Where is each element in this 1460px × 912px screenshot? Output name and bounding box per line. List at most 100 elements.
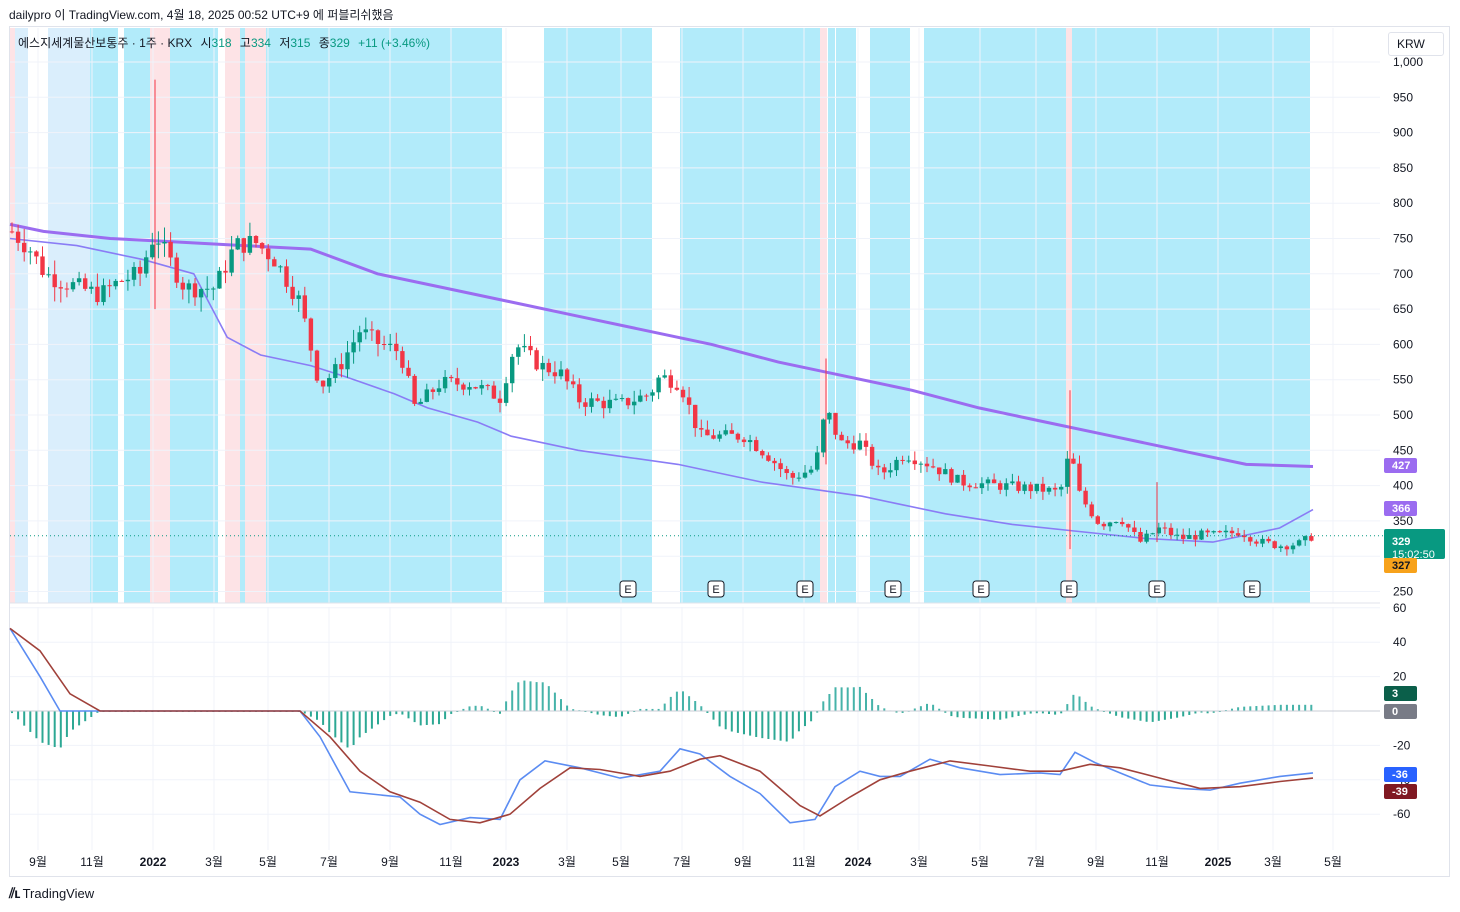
candle-body [70, 282, 76, 290]
macd-histogram-bar [852, 687, 855, 711]
candle-body [241, 238, 246, 253]
background-band [1072, 28, 1310, 603]
candle-body [296, 295, 301, 299]
macd-line [9, 627, 1314, 826]
macd-histogram-bar [1170, 711, 1172, 719]
macd-histogram-bar [1054, 711, 1057, 715]
macd-histogram-bar [993, 711, 996, 720]
candle-body [729, 430, 734, 434]
macd-histogram-bar [1237, 707, 1240, 711]
candle-body [259, 243, 265, 249]
earnings-marker-label: E [977, 584, 984, 596]
macd-histogram-bar [499, 711, 501, 714]
candle-body [320, 380, 326, 387]
macd-badge [1384, 784, 1417, 799]
macd-histogram-bar [1011, 711, 1014, 718]
candle-body [156, 243, 161, 245]
macd-histogram-bar [932, 704, 935, 711]
macd-histogram-bar [779, 711, 782, 741]
footer-brand[interactable]: ⫽ʟ TradingView [9, 885, 94, 902]
macd-histogram-bar [1090, 706, 1093, 711]
candle-body [1113, 521, 1119, 523]
macd-histogram-bar [334, 711, 337, 738]
candle-body [863, 440, 869, 447]
candle-body [34, 251, 39, 257]
price-badge [1384, 529, 1445, 559]
candle-body [1309, 536, 1314, 541]
candle-body [583, 402, 588, 407]
time-tick-label: 3월 [558, 855, 576, 869]
candle-body [924, 463, 930, 467]
candle-body [491, 385, 497, 399]
macd-histogram-bar [913, 708, 916, 711]
macd-histogram-bar [1255, 706, 1258, 711]
macd-histogram-bar [865, 692, 867, 711]
macd-histogram-bar [419, 711, 422, 726]
tradingview-logo-icon: ⫽ʟ [9, 885, 21, 901]
time-tick-label: 3월 [910, 855, 928, 869]
macd-histogram-bar [1298, 704, 1301, 711]
background-band [245, 28, 266, 603]
macd-histogram-bar [926, 703, 928, 711]
candle-body [741, 439, 747, 443]
macd-histogram-bar [883, 708, 886, 711]
candle-body [235, 238, 240, 250]
candle-body [1071, 458, 1076, 464]
candle-body [58, 287, 63, 289]
currency-button[interactable]: KRW [1388, 32, 1444, 56]
grid-lines [10, 28, 1380, 850]
signal-line [9, 627, 1314, 824]
publish-attribution: dailypro 이 TradingView.com, 4월 18, 2025 … [9, 8, 394, 22]
candle-body [564, 369, 570, 382]
macd-histogram-bar [1029, 711, 1032, 714]
candle-body [851, 443, 856, 450]
macd-histogram-bar [1127, 711, 1130, 719]
high-label: 고 [239, 36, 251, 50]
candle-body [217, 270, 222, 289]
candle-body [821, 419, 826, 453]
candle-body [278, 266, 283, 268]
candle-body [973, 487, 978, 489]
candle-body [662, 375, 667, 378]
macd-histogram-bar [828, 694, 831, 711]
macd-histogram-bar [1145, 711, 1148, 722]
candle-body [357, 332, 362, 343]
candle-body [388, 343, 393, 345]
low-value: 315 [290, 36, 311, 50]
macd-histogram-bar [1023, 711, 1026, 715]
candle-body [1162, 527, 1168, 529]
time-tick-label: 2023 [493, 855, 520, 869]
macd-histogram-bar [736, 711, 739, 733]
macd-histogram-bar [17, 711, 20, 720]
candle-body [1004, 483, 1009, 490]
macd-histogram-bar [1206, 711, 1209, 714]
candle-body [766, 455, 771, 461]
candle-body [223, 270, 228, 273]
candle-body [95, 286, 100, 303]
macd-histogram-bar [895, 711, 898, 713]
macd-histogram-bar [566, 705, 569, 711]
candle-body [125, 279, 131, 282]
price-tick-label: 400 [1393, 479, 1413, 493]
background-bands [10, 28, 1310, 603]
price-tick-label: 500 [1393, 408, 1413, 422]
candle-body [735, 433, 741, 440]
candle-body [827, 412, 832, 420]
candle-body [1059, 486, 1064, 490]
candle-body [1028, 484, 1033, 492]
macd-histogram-bar [346, 711, 349, 748]
candle-body [394, 343, 399, 352]
macd-histogram-bar [462, 708, 465, 711]
candle-body [1022, 484, 1027, 491]
macd-histogram-bar [773, 711, 776, 740]
price-tick-label: 250 [1393, 585, 1413, 599]
candle-body [912, 460, 917, 465]
macd-badge-label: -39 [1392, 786, 1408, 798]
candle-body [449, 376, 454, 379]
candle-body [52, 274, 57, 288]
candle-body [198, 289, 204, 298]
macd-histogram-bar [1072, 694, 1075, 711]
macd-histogram-bar [675, 691, 678, 711]
macd-histogram-bar [1182, 711, 1185, 717]
